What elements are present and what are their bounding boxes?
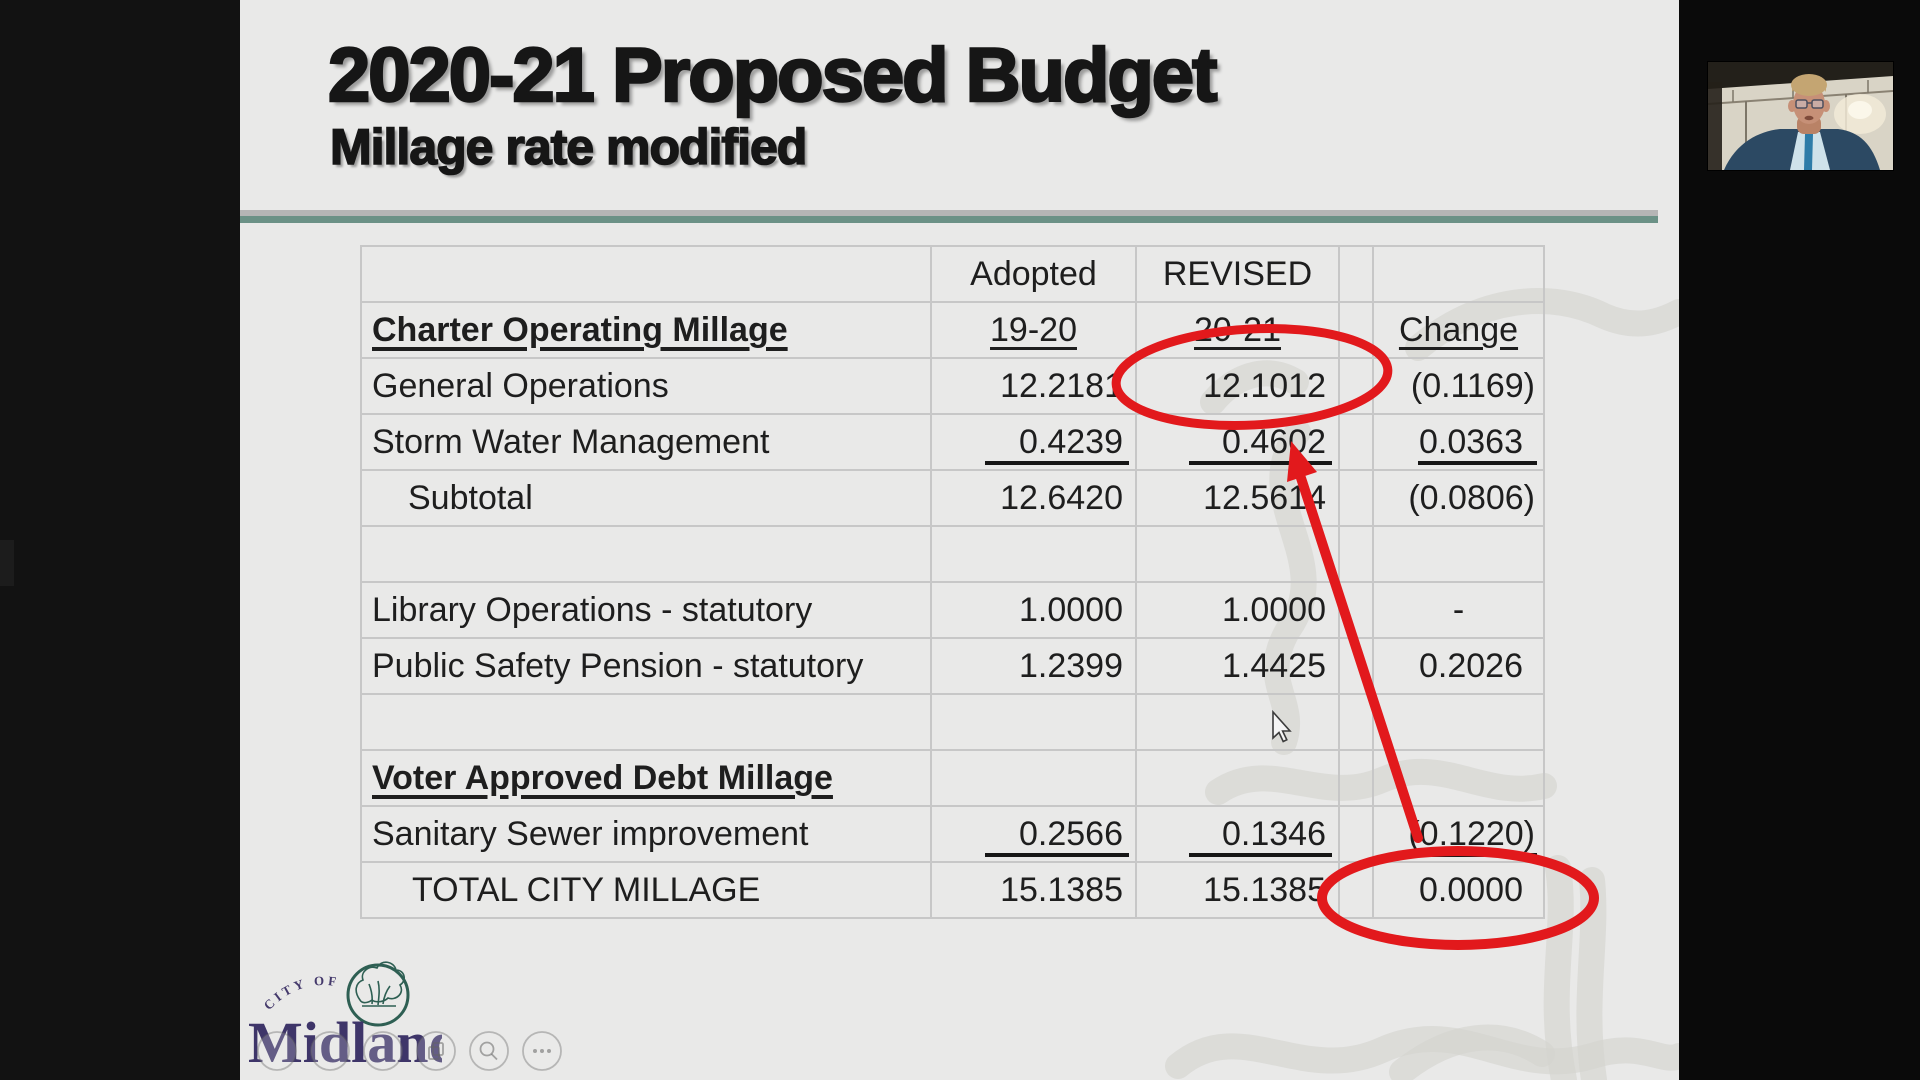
cell-label xyxy=(360,525,932,583)
cell-change xyxy=(1372,525,1545,583)
cell-label: TOTAL CITY MILLAGE xyxy=(360,861,932,919)
cell-spacer xyxy=(1338,805,1374,863)
cell-change: 0.0363 xyxy=(1372,413,1545,471)
cell-label: Library Operations - statutory xyxy=(360,581,932,639)
cell-change: (0.1220) xyxy=(1372,805,1545,863)
cell-adopted: 15.1385 xyxy=(930,861,1137,919)
table-row: General Operations 12.2181 12.1012 (0.1169) xyxy=(360,357,1545,415)
speaker-mouth xyxy=(1804,115,1814,121)
table-row: Subtotal 12.6420 12.5614 (0.0806) xyxy=(360,469,1545,527)
speaker-tie xyxy=(1804,134,1813,170)
cell-label: Storm Water Management xyxy=(360,413,932,471)
cell-label: Public Safety Pension - statutory xyxy=(360,637,932,695)
cell-revised: 12.1012 xyxy=(1135,357,1340,415)
table-row xyxy=(360,693,1545,751)
cell-spacer xyxy=(1338,469,1374,527)
slide: 2020-21 Proposed Budget Millage rate mod… xyxy=(240,0,1679,1080)
player-button-3[interactable] xyxy=(363,1031,403,1071)
cell-revised xyxy=(1135,525,1340,583)
cell-revised: 0.4602 xyxy=(1135,413,1340,471)
cell-change: 0.2026 xyxy=(1372,637,1545,695)
table-row: Storm Water Management 0.4239 0.4602 0.0363 xyxy=(360,413,1545,471)
cell-change: (0.1169) xyxy=(1372,357,1545,415)
cell-label: Sanitary Sewer improvement xyxy=(360,805,932,863)
cell-spacer xyxy=(1338,357,1374,415)
pages-button[interactable] xyxy=(416,1031,456,1071)
cell-adopted xyxy=(930,749,1137,807)
cell-label: Subtotal xyxy=(360,469,932,527)
cell-adopted: Adopted xyxy=(930,245,1137,303)
player-controls[interactable] xyxy=(248,1024,578,1080)
cell-change: Change xyxy=(1372,301,1545,359)
cell-adopted: 0.2566 xyxy=(930,805,1137,863)
millage-table: Adopted REVISED Charter Operating Millage 1… xyxy=(360,245,1545,919)
player-button-2[interactable] xyxy=(310,1031,350,1071)
cell-revised: 20-21 xyxy=(1135,301,1340,359)
cell-adopted: 0.4239 xyxy=(930,413,1137,471)
slide-title: 2020-21 Proposed Budget xyxy=(327,33,1219,119)
cell-spacer xyxy=(1338,693,1374,751)
table-row: Voter Approved Debt Millage xyxy=(360,749,1545,807)
cell-spacer xyxy=(1338,413,1374,471)
table-row: Public Safety Pension - statutory 1.2399 1… xyxy=(360,637,1545,695)
left-bar-highlight xyxy=(0,540,14,586)
table-row: TOTAL CITY MILLAGE 15.1385 15.1385 0.0000 xyxy=(360,861,1545,919)
table-row: Adopted REVISED xyxy=(360,245,1545,303)
cell-revised: REVISED xyxy=(1135,245,1340,303)
cell-change: 0.0000 xyxy=(1372,861,1545,919)
webcam-thumbnail[interactable] xyxy=(1707,61,1894,171)
table-row: Library Operations - statutory 1.0000 1.00… xyxy=(360,581,1545,639)
cell-revised xyxy=(1135,749,1340,807)
cell-label xyxy=(360,245,932,303)
cell-revised xyxy=(1135,693,1340,751)
left-black-bar xyxy=(0,0,240,1080)
cell-spacer xyxy=(1338,749,1374,807)
player-button-1[interactable] xyxy=(257,1031,297,1071)
slide-subtitle: Millage rate modified xyxy=(329,118,808,176)
table-row xyxy=(360,525,1545,583)
magnifier-icon xyxy=(479,1041,495,1057)
cell-change: - xyxy=(1372,581,1545,639)
speaker-hair xyxy=(1791,74,1827,96)
ellipsis-icon xyxy=(533,1049,551,1053)
cell-label xyxy=(360,693,932,751)
cell-adopted xyxy=(930,693,1137,751)
title-divider xyxy=(240,210,1658,223)
cell-adopted xyxy=(930,525,1137,583)
cell-label: General Operations xyxy=(360,357,932,415)
cell-change xyxy=(1372,749,1545,807)
speaker-glasses xyxy=(1795,99,1824,109)
cell-change xyxy=(1372,245,1545,303)
table-row: Sanitary Sewer improvement 0.2566 0.1346 (0… xyxy=(360,805,1545,863)
left-shadow xyxy=(1708,82,1722,170)
cell-change xyxy=(1372,693,1545,751)
cell-adopted: 1.0000 xyxy=(930,581,1137,639)
table-row: Charter Operating Millage 19-20 20-21 Chang… xyxy=(360,301,1545,359)
cell-adopted: 1.2399 xyxy=(930,637,1137,695)
magnifier-button[interactable] xyxy=(469,1031,509,1071)
cell-spacer xyxy=(1338,301,1374,359)
cell-spacer xyxy=(1338,245,1374,303)
cell-label: Voter Approved Debt Millage xyxy=(360,749,932,807)
cell-label: Charter Operating Millage xyxy=(360,301,932,359)
cell-spacer xyxy=(1338,861,1374,919)
millage-table-body: Adopted REVISED Charter Operating Millage 1… xyxy=(360,245,1545,919)
speaker-video xyxy=(1707,62,1894,170)
cell-spacer xyxy=(1338,581,1374,639)
cell-revised: 1.0000 xyxy=(1135,581,1340,639)
cell-spacer xyxy=(1338,637,1374,695)
cell-change: (0.0806) xyxy=(1372,469,1545,527)
cell-revised: 0.1346 xyxy=(1135,805,1340,863)
cell-revised: 12.5614 xyxy=(1135,469,1340,527)
cell-revised: 1.4425 xyxy=(1135,637,1340,695)
pages-icon xyxy=(428,1046,440,1060)
cell-adopted: 12.6420 xyxy=(930,469,1137,527)
cell-adopted: 12.2181 xyxy=(930,357,1137,415)
cell-revised: 15.1385 xyxy=(1135,861,1340,919)
cell-spacer xyxy=(1338,525,1374,583)
cell-adopted: 19-20 xyxy=(930,301,1137,359)
